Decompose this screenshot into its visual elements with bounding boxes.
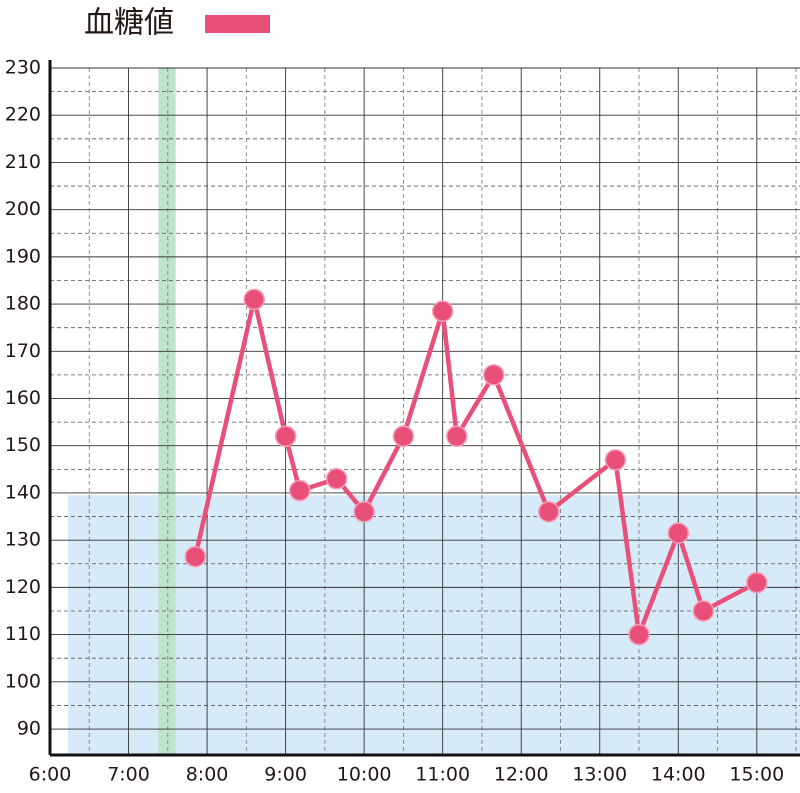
shaded-band: [68, 495, 800, 755]
data-point: [184, 545, 207, 568]
y-tick-label: 130: [5, 529, 41, 551]
x-tick-label: 11:00: [415, 764, 470, 786]
legend-swatch: [205, 15, 270, 33]
data-point: [537, 501, 560, 523]
y-tick-label: 120: [5, 576, 41, 598]
data-point: [288, 479, 311, 502]
data-point: [604, 449, 627, 471]
shaded-band: [158, 68, 176, 755]
x-tick-label: 13:00: [572, 764, 627, 786]
y-tick-label: 230: [5, 57, 41, 79]
x-tick-label: 14:00: [651, 764, 706, 786]
x-tick-label: 7:00: [107, 764, 150, 786]
data-point: [667, 522, 690, 544]
data-point: [692, 600, 715, 622]
data-point: [446, 425, 468, 448]
y-tick-label: 190: [5, 245, 41, 267]
y-tick-label: 210: [5, 151, 41, 173]
x-tick-label: 8:00: [186, 764, 229, 786]
x-tick-label: 9:00: [264, 764, 307, 786]
data-point: [628, 623, 650, 646]
data-point: [353, 501, 375, 523]
data-point: [431, 300, 454, 322]
x-tick-label: 6:00: [29, 764, 72, 786]
x-tick-label: 12:00: [494, 764, 549, 786]
y-tick-label: 140: [5, 481, 41, 503]
y-tick-label: 150: [5, 434, 41, 456]
data-line: [193, 297, 758, 637]
y-tick-label: 180: [5, 293, 41, 315]
y-tick-label: 90: [17, 718, 41, 740]
data-point: [746, 571, 768, 594]
y-tick-label: 160: [5, 387, 41, 409]
data-point: [392, 425, 415, 448]
data-point: [274, 425, 297, 448]
data-point: [243, 288, 265, 311]
x-tick-label: 15:00: [729, 764, 784, 786]
data-point: [325, 468, 348, 490]
y-tick-label: 110: [5, 623, 41, 645]
y-tick-label: 100: [5, 670, 41, 692]
x-tick-label: 10:00: [337, 764, 392, 786]
data-point: [482, 364, 505, 386]
y-tick-label: 220: [5, 104, 41, 126]
legend-label: 血糖値: [84, 6, 174, 41]
y-tick-label: 170: [5, 340, 41, 362]
y-tick-label: 200: [5, 198, 41, 220]
